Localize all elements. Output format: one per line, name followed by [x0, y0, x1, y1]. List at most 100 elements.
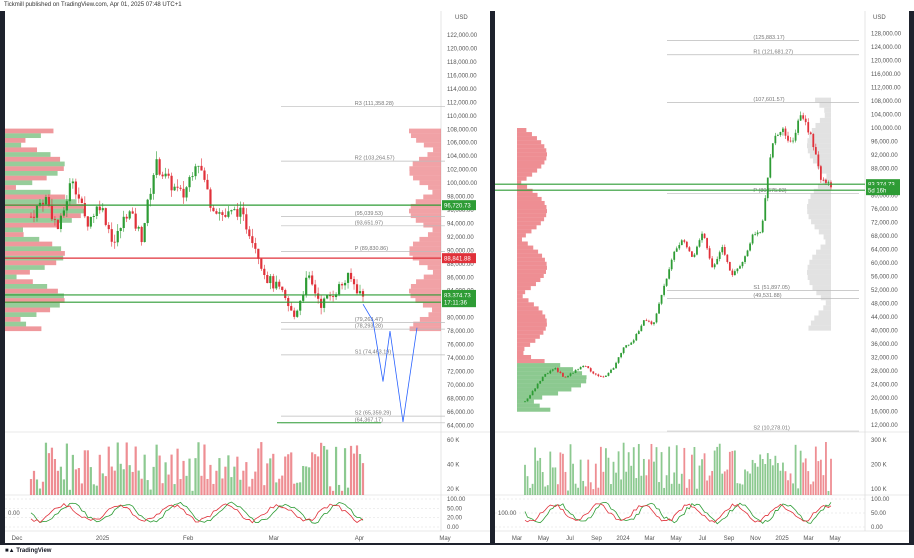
- candle-body: [620, 353, 622, 358]
- right-price-axis[interactable]: 128,000.00 124,000.00 120,000.00 116,000.00…: [871, 31, 902, 531]
- profile-bar: [517, 249, 539, 254]
- volume-bar: [296, 482, 299, 495]
- candle-body: [569, 373, 572, 376]
- profile-bar-right: [810, 193, 831, 199]
- volume-bar: [648, 459, 650, 495]
- candle-body: [227, 211, 230, 217]
- candle-body: [50, 205, 54, 220]
- profile-bar-right: [813, 188, 831, 194]
- right-time-axis[interactable]: Mar May Jul Sep 2024 Mar May Jul Sep Nov 2025 Mar Ma…: [512, 536, 841, 542]
- time-tick-label: Mar: [803, 536, 813, 542]
- left-chart-panel[interactable]: R3 (111,358.28) R2 (103,264.57) P (89,830.…: [5, 11, 490, 543]
- profile-bar-right: [432, 189, 441, 195]
- volume-bar: [349, 445, 353, 495]
- volume-bar: [610, 484, 612, 495]
- oscillator-k-line: [524, 501, 832, 525]
- volume-bar: [361, 463, 365, 495]
- candle-body: [544, 373, 547, 377]
- time-tick-label: May: [538, 536, 549, 542]
- candle-body: [41, 202, 45, 205]
- volume-bar: [50, 447, 54, 495]
- profile-bar: [5, 279, 33, 284]
- profile-bar: [517, 172, 533, 177]
- volume-bar: [227, 455, 230, 495]
- volume-bar: [804, 458, 807, 495]
- volume-bar: [59, 466, 63, 495]
- price-tick-label: 28,000.00: [871, 369, 898, 375]
- profile-bar-right: [409, 170, 441, 176]
- volume-bar: [546, 485, 549, 495]
- volume-bar: [602, 471, 605, 495]
- profile-bar-right: [807, 274, 831, 281]
- volume-bar: [582, 480, 585, 495]
- volume-bar: [128, 465, 131, 495]
- candle-body: [86, 216, 89, 227]
- volume-bar: [529, 487, 531, 495]
- profile-bar: [517, 322, 547, 327]
- candle-body: [254, 243, 257, 249]
- candle-body: [782, 128, 784, 132]
- volume-bar: [711, 470, 714, 495]
- candle-body: [302, 294, 305, 301]
- candle-body: [675, 248, 678, 252]
- profile-bar-right: [811, 128, 831, 134]
- right-chart-panel[interactable]: (125,883.17) R1 (121,681.27) (107,601.57) P…: [495, 11, 909, 543]
- candle-body: [582, 365, 585, 368]
- price-tick-label: 106,000.00: [447, 141, 478, 147]
- left-chart-svg[interactable]: R3 (111,358.28) R2 (103,264.57) P (89,830.…: [5, 11, 490, 543]
- volume-bar: [182, 460, 185, 495]
- candle-body: [612, 368, 615, 370]
- candle-body: [107, 224, 110, 230]
- profile-bar: [517, 387, 572, 392]
- candle-body: [597, 374, 600, 377]
- candle-body: [281, 286, 284, 291]
- profile-bar-right: [824, 112, 831, 118]
- price-tick-label: 108,000.00: [447, 127, 478, 133]
- candle-body: [749, 243, 751, 251]
- price-tick-label: 80,000.00: [871, 194, 898, 200]
- price-tick-label: 72,000.00: [871, 221, 898, 227]
- candle-body: [706, 238, 708, 249]
- profile-bar-right: [818, 310, 831, 316]
- time-tick-label: Nov: [750, 536, 761, 542]
- volume-bar: [721, 473, 724, 495]
- price-tick-label: 100,000.00: [871, 126, 902, 132]
- volume-bar: [675, 445, 678, 495]
- candle-body: [812, 133, 815, 148]
- left-price-axis[interactable]: 122,000.00 120,000.00 118,000.00 116,000.00…: [447, 33, 478, 531]
- volume-bar: [191, 490, 194, 495]
- time-tick-label: Mar: [512, 536, 522, 542]
- profile-bar-right: [409, 128, 441, 134]
- candle-body: [554, 368, 557, 370]
- tradingview-logo[interactable]: ■▲ TradingView: [5, 548, 52, 554]
- volume-bar: [653, 461, 655, 495]
- volume-bar: [143, 454, 146, 495]
- price-tick-label: 104,000.00: [871, 113, 902, 119]
- profile-bar-right: [409, 326, 441, 332]
- candle-body: [665, 278, 668, 286]
- candle-body: [269, 276, 272, 284]
- volume-bar: [683, 447, 686, 495]
- profile-bar: [5, 208, 85, 214]
- right-chart-svg[interactable]: (125,883.17) R1 (121,681.27) (107,601.57) P…: [495, 11, 909, 543]
- volume-bar: [564, 471, 567, 495]
- left-projection-path: [277, 303, 418, 424]
- pivot-level-label: R1 (121,681.27): [753, 49, 793, 55]
- left-time-axis[interactable]: Dec 2025 Feb Mar Apr May: [12, 536, 451, 542]
- price-tag-box: [866, 185, 900, 196]
- candle-body: [607, 372, 610, 376]
- volume-bar: [158, 455, 161, 495]
- profile-bar: [517, 306, 539, 311]
- volume-bar: [771, 465, 774, 495]
- volume-bar: [314, 454, 317, 495]
- volume-bar: [787, 480, 789, 495]
- candle-body: [655, 313, 658, 323]
- volume-bar: [635, 478, 638, 495]
- price-tick-label: 112,000.00: [871, 85, 901, 91]
- volume-bar: [531, 483, 534, 495]
- price-tick-label: 72,000.00: [447, 369, 474, 375]
- volume-bar: [140, 478, 143, 495]
- profile-bar-right: [812, 285, 831, 291]
- right-price-tags: 83,374.735d 16h: [495, 179, 900, 196]
- time-tick-label: 2024: [616, 536, 630, 542]
